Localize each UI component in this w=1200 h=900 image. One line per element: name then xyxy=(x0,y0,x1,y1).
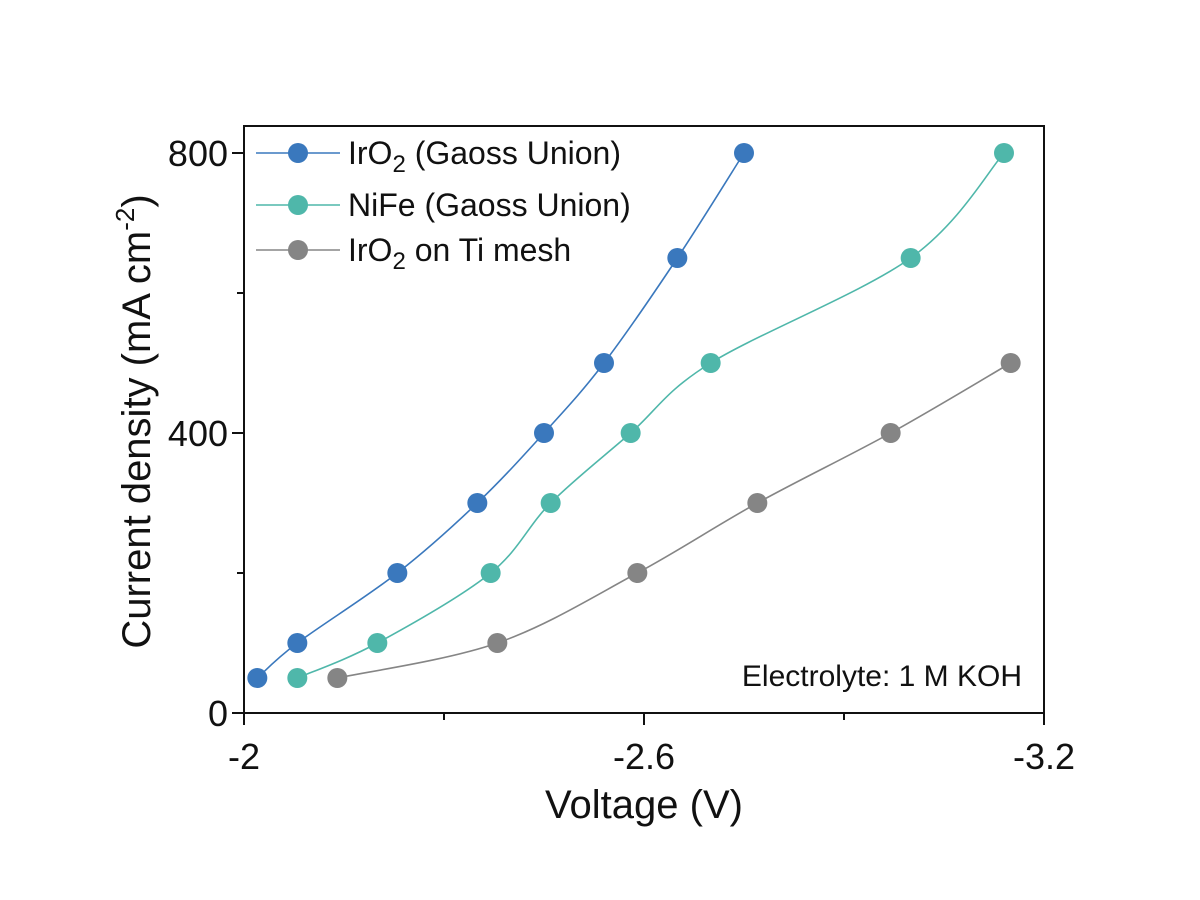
x-tick-label: -2 xyxy=(228,736,260,777)
data-point xyxy=(627,563,648,583)
legend-label-part: IrO xyxy=(348,135,392,171)
legend-label-part: NiFe (Gaoss Union) xyxy=(348,187,631,223)
x-axis-title: Voltage (V) xyxy=(545,783,743,827)
data-point xyxy=(994,143,1014,163)
data-point xyxy=(620,423,641,443)
data-point xyxy=(534,423,554,443)
data-point xyxy=(1000,353,1021,373)
data-point xyxy=(467,493,488,513)
electrolyte-annotation: Electrolyte: 1 M KOH xyxy=(742,660,1022,693)
series-2 xyxy=(287,143,1014,688)
data-point xyxy=(667,248,688,268)
data-point xyxy=(480,563,501,583)
data-point xyxy=(880,423,901,443)
x-tick-label: -2.6 xyxy=(613,736,675,777)
x-tick-label: -3.2 xyxy=(1013,736,1075,777)
data-point xyxy=(900,248,921,268)
series-3 xyxy=(327,353,1021,688)
y-axis-title-close: ) xyxy=(115,194,159,207)
series-line xyxy=(297,152,1005,679)
y-tick-label: 400 xyxy=(168,413,228,454)
ticks-layer: -2 -2.6 -3.2 0 400 800 xyxy=(168,133,1075,777)
legend-item-3: IrO2 on Ti mesh xyxy=(256,232,571,275)
data-point xyxy=(700,353,721,373)
legend-label: NiFe (Gaoss Union) xyxy=(348,187,631,223)
y-axis-title-superscript: -2 xyxy=(110,208,140,231)
series-1 xyxy=(247,143,754,688)
legend-marker xyxy=(288,195,308,215)
series-layer xyxy=(247,143,1021,688)
data-point xyxy=(487,633,508,653)
data-point xyxy=(287,668,308,688)
data-point xyxy=(327,668,348,688)
series-line xyxy=(337,362,1012,679)
y-axis-title: Current density (mA cm-2) xyxy=(110,194,159,648)
legend-marker xyxy=(288,240,308,260)
data-point xyxy=(734,143,754,163)
data-point xyxy=(387,563,408,583)
legend-label-part: (Gaoss Union) xyxy=(406,135,621,171)
legend-item-2: NiFe (Gaoss Union) xyxy=(256,187,631,223)
data-point xyxy=(247,668,268,688)
legend-label: IrO2 (Gaoss Union) xyxy=(348,135,621,178)
legend-label-part: 2 xyxy=(392,248,405,275)
y-tick-label: 800 xyxy=(168,133,228,174)
data-point xyxy=(367,633,388,653)
legend-marker xyxy=(288,143,308,163)
legend: IrO2 (Gaoss Union)NiFe (Gaoss Union)IrO2… xyxy=(256,135,631,275)
legend-label-part: 2 xyxy=(392,151,405,178)
legend-label-part: on Ti mesh xyxy=(406,232,571,268)
data-point xyxy=(594,353,614,373)
data-point xyxy=(747,493,768,513)
data-point xyxy=(540,493,561,513)
legend-item-1: IrO2 (Gaoss Union) xyxy=(256,135,621,178)
y-tick-label: 0 xyxy=(208,693,228,734)
legend-label-part: IrO xyxy=(348,232,392,268)
y-axis-title-main: Current density (mA cm xyxy=(115,231,159,649)
legend-label: IrO2 on Ti mesh xyxy=(348,232,571,275)
data-point xyxy=(287,633,308,653)
